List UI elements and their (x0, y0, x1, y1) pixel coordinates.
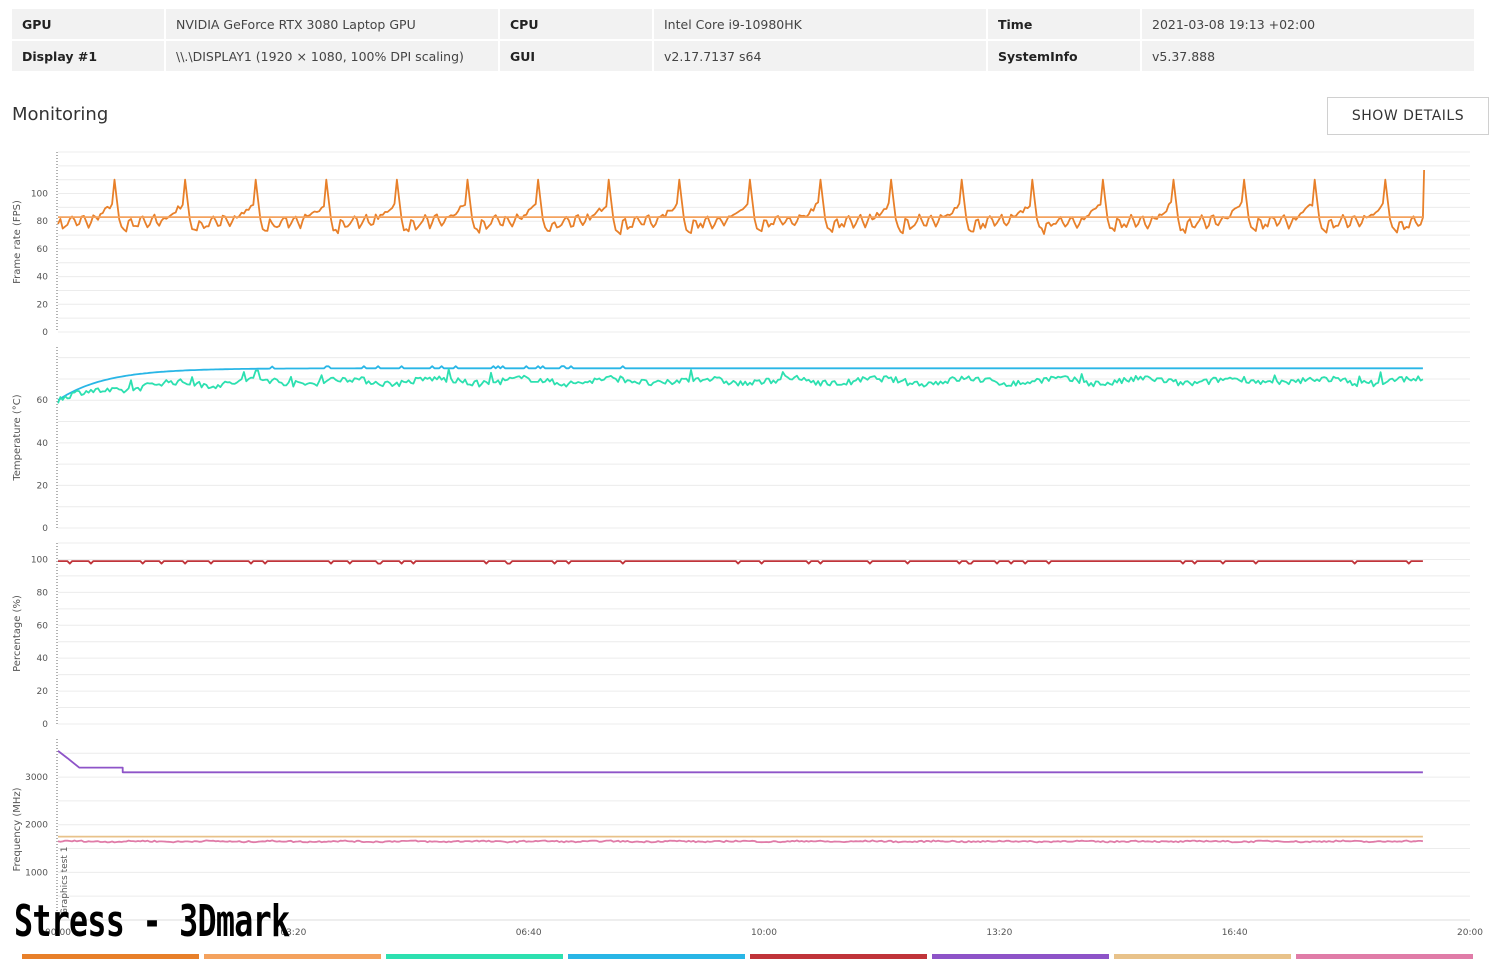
series-line (57, 368, 1424, 404)
series-line (57, 169, 1425, 236)
y-axis-title: Temperature (°C) (12, 394, 23, 481)
show-details-button[interactable]: SHOW DETAILS (1327, 97, 1489, 135)
y-tick-label: 3000 (25, 773, 48, 783)
y-tick-label: 80 (37, 217, 49, 227)
marker-label: Graphics test 1 (60, 847, 70, 915)
gpu-label: GPU (12, 9, 164, 39)
legend-color-bar (1296, 954, 1473, 959)
gpu-value: NVIDIA GeForce RTX 3080 Laptop GPU (166, 9, 498, 39)
y-tick-label: 0 (42, 328, 48, 338)
legend-color-bar (568, 954, 745, 959)
y-tick-label: 20 (37, 687, 49, 697)
legend-color-bar (386, 954, 563, 959)
y-tick-label: 60 (37, 396, 49, 406)
systeminfo-label: SystemInfo (988, 41, 1140, 71)
gui-value: v2.17.7137 s64 (654, 41, 986, 71)
info-row-1: GPU NVIDIA GeForce RTX 3080 Laptop GPU C… (12, 9, 1490, 39)
x-tick-label: 20:00 (1457, 928, 1483, 938)
x-tick-label: 13:20 (986, 928, 1012, 938)
y-tick-label: 40 (37, 273, 49, 283)
y-axis-title: Frame rate (FPS) (12, 200, 23, 284)
y-tick-label: 20 (37, 300, 49, 310)
series-line (58, 560, 1423, 565)
x-tick-label: 16:40 (1222, 928, 1248, 938)
x-tick-label: 10:00 (751, 928, 777, 938)
y-tick-label: 40 (37, 654, 49, 664)
y-tick-label: 0 (42, 524, 48, 534)
y-tick-label: 80 (37, 588, 49, 598)
time-label: Time (988, 9, 1140, 39)
monitoring-title: Monitoring (12, 104, 109, 125)
y-tick-label: 40 (37, 439, 49, 449)
y-tick-label: 60 (37, 245, 49, 255)
info-row-2: Display #1 \\.\DISPLAY1 (1920 × 1080, 10… (12, 41, 1490, 71)
cpu-label: CPU (500, 9, 652, 39)
x-tick-label: 03:20 (280, 928, 306, 938)
legend-color-bar (932, 954, 1109, 959)
series-line (57, 365, 1423, 401)
monitoring-chart: 0 20 40 60 80 100 Frame rate (FPS) 0 20 40 60 Tempe… (12, 151, 1483, 938)
y-tick-label: 0 (42, 720, 48, 730)
x-tick-label: 00:00 (45, 928, 71, 938)
series-line (57, 839, 1424, 844)
y-tick-label: 2000 (25, 821, 48, 831)
system-info-table: GPU NVIDIA GeForce RTX 3080 Laptop GPU C… (12, 9, 1490, 73)
display-label: Display #1 (12, 41, 164, 71)
cpu-value: Intel Core i9-10980HK (654, 9, 986, 39)
legend-color-bar (1114, 954, 1291, 959)
legend-color-bars (22, 954, 1478, 959)
legend-color-bar (22, 954, 199, 959)
watermark-text: Stress - 3Dmark (14, 896, 290, 947)
x-tick-label: 06:40 (516, 928, 542, 938)
time-value: 2021-03-08 19:13 +02:00 (1142, 9, 1474, 39)
legend-color-bar (204, 954, 381, 959)
legend-color-bar (750, 954, 927, 959)
y-tick-label: 20 (37, 481, 49, 491)
display-value: \\.\DISPLAY1 (1920 × 1080, 100% DPI scal… (166, 41, 498, 71)
y-axis-title: Percentage (%) (12, 595, 23, 672)
y-tick-label: 60 (37, 621, 49, 631)
gui-label: GUI (500, 41, 652, 71)
y-tick-label: 1000 (25, 868, 48, 878)
y-tick-label: 100 (31, 190, 48, 200)
y-tick-label: 100 (31, 555, 48, 565)
systeminfo-value: v5.37.888 (1142, 41, 1474, 71)
y-axis-title: Frequency (MHz) (12, 787, 23, 871)
series-line (57, 750, 1423, 774)
